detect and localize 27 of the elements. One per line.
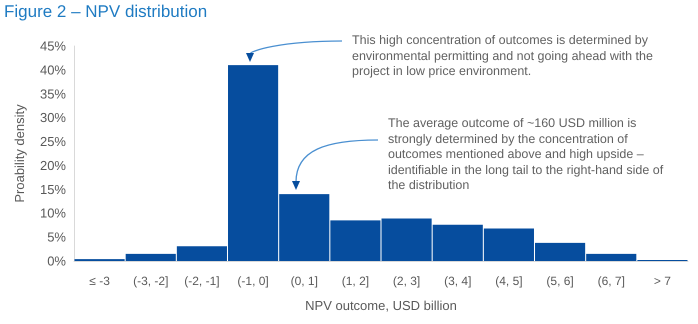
x-tick-label: (6, 7] bbox=[598, 274, 625, 288]
y-tick-label: 0% bbox=[47, 254, 66, 268]
x-axis-title: NPV outcome, USD billion bbox=[305, 298, 457, 313]
annotation: This high concentration of outcomes is determined by environmental permitting and not going ahead with the project in low price environment. bbox=[352, 33, 654, 80]
y-tick-label: 45% bbox=[40, 38, 66, 54]
y-tick-label: 35% bbox=[40, 86, 66, 102]
y-tick-label: 10% bbox=[40, 206, 66, 221]
x-tick-label: (4, 5] bbox=[495, 274, 523, 288]
chart-title: Figure 2 – NPV distribution bbox=[4, 2, 208, 22]
annotation: The average outcome of ~160 USD million is strongly determined by the concentration of outcomes mentioned above and high upside – identifiable in the long tail to the right-hand side of the distribution bbox=[388, 116, 664, 194]
x-tick-label: (3, 4] bbox=[444, 274, 472, 288]
x-tick-label: (0, 1] bbox=[290, 274, 318, 288]
x-tick-label: (-3, -2] bbox=[133, 274, 168, 288]
y-tick-label: 15% bbox=[40, 182, 66, 197]
x-tick-label: (-1, 0] bbox=[237, 274, 269, 288]
x-tick-label: (2, 3] bbox=[392, 274, 420, 288]
y-tick-label: 40% bbox=[40, 62, 66, 78]
y-axis-title: Proability density bbox=[12, 104, 27, 203]
y-tick-label: 25% bbox=[40, 134, 66, 150]
y-tick-label: 5% bbox=[47, 230, 66, 245]
x-tick-label: (1, 2] bbox=[342, 274, 370, 288]
x-tick-label: (-2, -1] bbox=[184, 274, 220, 288]
y-tick-label: 20% bbox=[40, 158, 66, 173]
x-tick-label: (5, 6] bbox=[546, 274, 574, 288]
x-tick-label: ≤ -3 bbox=[89, 274, 110, 288]
y-tick-label: 30% bbox=[40, 110, 66, 126]
x-tick-label: > 7 bbox=[654, 274, 672, 288]
